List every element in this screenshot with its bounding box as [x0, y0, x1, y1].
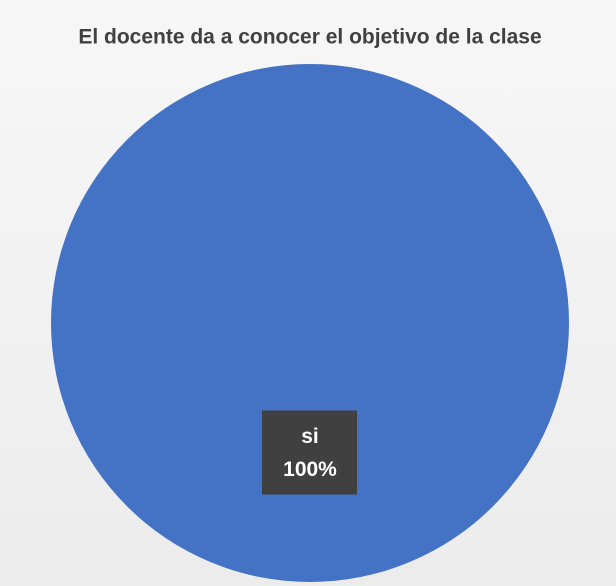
pie-slice	[51, 64, 569, 582]
data-label-box	[262, 410, 357, 495]
data-label: si 100%	[262, 410, 357, 495]
data-label-value: 100%	[283, 458, 337, 481]
chart-title: El docente da a conocer el objetivo de l…	[78, 26, 541, 49]
data-label-category: si	[301, 425, 319, 448]
